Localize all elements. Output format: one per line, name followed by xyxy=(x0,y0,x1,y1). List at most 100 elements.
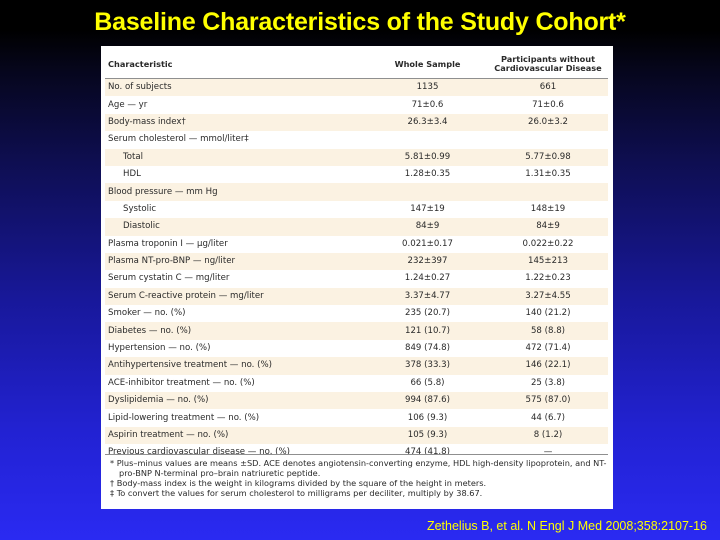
whole-sample-cell: 1.24±0.27 xyxy=(404,273,451,284)
table-row: Lipid-lowering treatment — no. (%) 106 (9… xyxy=(105,409,608,427)
table-row: ACE-inhibitor treatment — no. (%) 66 (5.8… xyxy=(105,374,608,393)
without-cvd-cell: 0.022±0.22 xyxy=(522,238,574,249)
table-footnotes: * Plus–minus values are means ±SD. ACE d… xyxy=(105,454,608,509)
without-cvd-cell: 44 (6.7) xyxy=(530,412,566,423)
table-row: Serum cholesterol — mmol/liter‡ xyxy=(105,131,608,149)
characteristic-cell: ACE-inhibitor treatment — no. (%) xyxy=(108,377,255,388)
without-cvd-cell: 575 (87.0) xyxy=(525,395,571,406)
whole-sample-cell: 5.81±0.99 xyxy=(404,151,451,162)
characteristic-cell: No. of subjects xyxy=(108,82,172,93)
characteristic-cell: Serum cholesterol — mmol/liter‡ xyxy=(108,134,249,145)
without-cvd-cell: 58 (8.8) xyxy=(530,325,566,336)
without-cvd-cell: 71±0.6 xyxy=(532,99,564,110)
whole-sample-cell: 849 (74.8) xyxy=(405,343,450,354)
table-row: No. of subjects 1135 661 xyxy=(105,78,608,97)
baseline-characteristics-table: Characteristic Whole Sample Participants… xyxy=(105,50,608,462)
whole-sample-cell: 232±397 xyxy=(407,256,448,267)
characteristic-cell: Blood pressure — mm Hg xyxy=(108,186,218,197)
whole-sample-cell: 1.28±0.35 xyxy=(404,169,451,180)
table-row: Blood pressure — mm Hg xyxy=(105,183,608,201)
characteristic-cell: Serum cystatin C — mg/liter xyxy=(108,273,230,284)
characteristic-cell: Dyslipidemia — no. (%) xyxy=(108,395,209,406)
without-cvd-cell: 140 (21.2) xyxy=(525,308,571,319)
whole-sample-cell: 84±9 xyxy=(415,221,440,232)
without-cvd-cell: 5.77±0.98 xyxy=(525,151,571,162)
without-cvd-cell: — xyxy=(543,447,553,458)
table-row: Dyslipidemia — no. (%) 994 (87.6) 575 (87.… xyxy=(105,392,608,410)
without-cvd-cell: 472 (71.4) xyxy=(525,343,571,354)
whole-sample-cell xyxy=(367,131,488,148)
whole-sample-cell: 474 (41.8) xyxy=(405,447,450,458)
characteristic-cell: Plasma troponin I — µg/liter xyxy=(108,238,228,249)
without-cvd-cell: 1.22±0.23 xyxy=(525,273,571,284)
characteristic-cell: Previous cardiovascular disease — no. (%… xyxy=(108,447,291,458)
characteristic-cell: Smoker — no. (%) xyxy=(108,308,186,319)
characteristic-cell: Diabetes — no. (%) xyxy=(108,325,192,336)
table-row: Age — yr 71±0.6 71±0.6 xyxy=(105,96,608,114)
characteristic-cell: Diastolic xyxy=(123,221,160,232)
footnote: ‡ To convert the values for serum choles… xyxy=(110,488,483,498)
footnote: * Plus–minus values are means ±SD. ACE d… xyxy=(110,458,607,478)
whole-sample-cell: 3.37±4.77 xyxy=(404,290,451,301)
table-row: Systolic 147±19 148±19 xyxy=(105,200,608,219)
without-cvd-cell: 1.31±0.35 xyxy=(525,169,571,180)
column-header-without-cvd: Participants without Cardiovascular Dise… xyxy=(488,50,608,79)
without-cvd-cell: 26.0±3.2 xyxy=(527,116,568,127)
table-row: HDL 1.28±0.35 1.31±0.35 xyxy=(105,165,608,184)
table-row: Serum cystatin C — mg/liter 1.24±0.27 1.22… xyxy=(105,270,608,288)
table-panel: Characteristic Whole Sample Participants… xyxy=(101,46,613,509)
characteristic-cell: Lipid-lowering treatment — no. (%) xyxy=(108,412,260,423)
without-cvd-cell: 8 (1.2) xyxy=(533,430,563,440)
characteristic-cell: Aspirin treatment — no. (%) xyxy=(108,430,229,440)
table-row: Diastolic 84±9 84±9 xyxy=(105,218,608,236)
whole-sample-cell: 235 (20.7) xyxy=(405,308,450,319)
characteristic-cell: Age — yr xyxy=(108,99,148,110)
characteristic-cell: Hypertension — no. (%) xyxy=(108,343,211,354)
without-cvd-cell: 84±9 xyxy=(536,221,560,232)
table-row: Plasma troponin I — µg/liter 0.021±0.17 0.… xyxy=(105,235,608,253)
whole-sample-cell: 105 (9.3) xyxy=(407,430,448,440)
whole-sample-cell: 994 (87.6) xyxy=(405,395,450,406)
without-cvd-cell: 25 (3.8) xyxy=(530,377,566,388)
table-row: Total 5.81±0.99 5.77±0.98 xyxy=(105,148,608,166)
table-row: Hypertension — no. (%) 849 (74.8) 472 (71.… xyxy=(105,339,608,358)
whole-sample-cell: 106 (9.3) xyxy=(407,412,448,423)
whole-sample-cell: 378 (33.3) xyxy=(405,360,450,371)
without-cvd-cell xyxy=(488,131,608,148)
characteristic-cell: Serum C-reactive protein — mg/liter xyxy=(108,290,264,301)
whole-sample-cell: 147±19 xyxy=(410,203,445,214)
footnote: † Body-mass index is the weight in kilog… xyxy=(110,478,487,488)
table-row: Body-mass index† 26.3±3.4 26.0±3.2 xyxy=(105,113,608,132)
characteristic-cell: HDL xyxy=(123,169,141,180)
without-cvd-cell: 145±213 xyxy=(527,256,568,267)
table-row: Smoker — no. (%) 235 (20.7) 140 (21.2) xyxy=(105,305,608,323)
characteristic-cell: Body-mass index† xyxy=(108,116,186,127)
table-row: Plasma NT-pro-BNP — ng/liter 232±397 145±2… xyxy=(105,252,608,271)
table-row: Diabetes — no. (%) 121 (10.7) 58 (8.8) xyxy=(105,322,608,340)
characteristic-cell: Total xyxy=(123,151,144,162)
without-cvd-cell xyxy=(488,183,608,200)
without-cvd-cell: 148±19 xyxy=(530,203,566,214)
characteristic-cell: Antihypertensive treatment — no. (%) xyxy=(108,360,273,371)
slide-title: Baseline Characteristics of the Study Co… xyxy=(94,8,626,36)
whole-sample-cell: 66 (5.8) xyxy=(410,377,445,388)
without-cvd-cell: 661 xyxy=(539,82,557,93)
without-cvd-cell: 3.27±4.55 xyxy=(525,290,571,301)
characteristic-cell: Systolic xyxy=(123,203,157,214)
column-header-whole-sample: Whole Sample xyxy=(367,50,488,79)
whole-sample-cell: 1135 xyxy=(416,82,439,93)
whole-sample-cell: 0.021±0.17 xyxy=(402,238,453,249)
citation: Zethelius B, et al. N Engl J Med 2008;35… xyxy=(426,519,707,533)
whole-sample-cell: 121 (10.7) xyxy=(405,325,450,336)
whole-sample-cell xyxy=(367,183,488,200)
without-cvd-cell: 146 (22.1) xyxy=(525,360,571,371)
table-row: Antihypertensive treatment — no. (%) 378 … xyxy=(105,357,608,375)
table-row: Aspirin treatment — no. (%) 105 (9.3) 8 (1… xyxy=(105,426,608,445)
table-row: Previous cardiovascular disease — no. (%… xyxy=(105,444,608,462)
column-header-characteristic: Characteristic xyxy=(105,50,367,79)
whole-sample-cell: 71±0.6 xyxy=(411,99,444,110)
whole-sample-cell: 26.3±3.4 xyxy=(407,116,448,127)
table-header-row: Characteristic Whole Sample Participants… xyxy=(105,50,608,79)
characteristic-cell: Plasma NT-pro-BNP — ng/liter xyxy=(108,256,236,267)
table-row: Serum C-reactive protein — mg/liter 3.37±… xyxy=(105,287,608,306)
